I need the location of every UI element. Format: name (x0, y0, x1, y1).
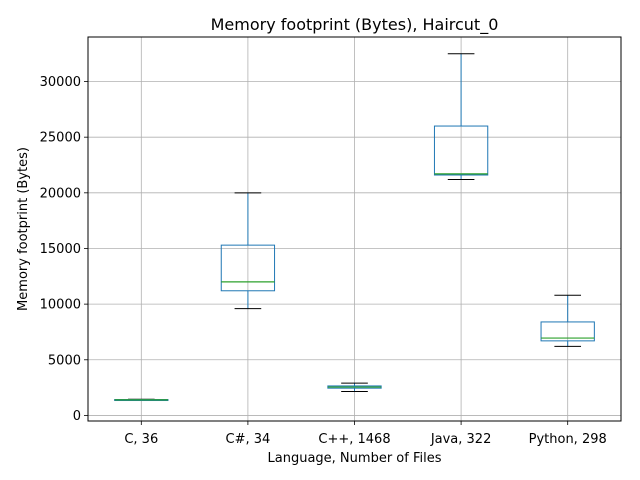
x-tick-label: C++, 1468 (318, 432, 390, 447)
y-tick-label: 15000 (40, 242, 81, 257)
y-tick-label: 20000 (40, 186, 81, 201)
box-1 (114, 398, 169, 402)
grid-lines (88, 37, 621, 421)
box-iqr (540, 321, 595, 342)
y-tick-label: 0 (73, 409, 81, 424)
x-tick-label: Python, 298 (529, 432, 607, 447)
box-4 (433, 53, 489, 180)
y-tick-label: 30000 (40, 75, 81, 90)
box-5 (540, 294, 595, 347)
x-tick-label: C#, 34 (226, 432, 271, 447)
x-axis: C, 36 C#, 34 C++, 1468 Java, 322 Python, 298 (124, 421, 607, 447)
x-tick-label: C, 36 (124, 432, 158, 447)
box-series (114, 53, 595, 402)
y-tick-label: 5000 (48, 353, 81, 368)
y-tick-label: 10000 (40, 298, 81, 313)
y-tick-label: 25000 (40, 131, 81, 146)
box-iqr (220, 244, 276, 292)
box-3 (327, 382, 382, 393)
y-axis: 0 5000 10000 15000 20000 25000 30000 (40, 75, 88, 424)
box-iqr (433, 125, 489, 176)
box-2 (220, 192, 276, 310)
x-tick-label: Java, 322 (430, 432, 492, 447)
y-axis-title: Memory footprint (Bytes) (16, 147, 31, 311)
x-axis-title: Language, Number of Files (268, 451, 442, 466)
chart-title: Memory footprint (Bytes), Haircut_0 (211, 15, 499, 35)
